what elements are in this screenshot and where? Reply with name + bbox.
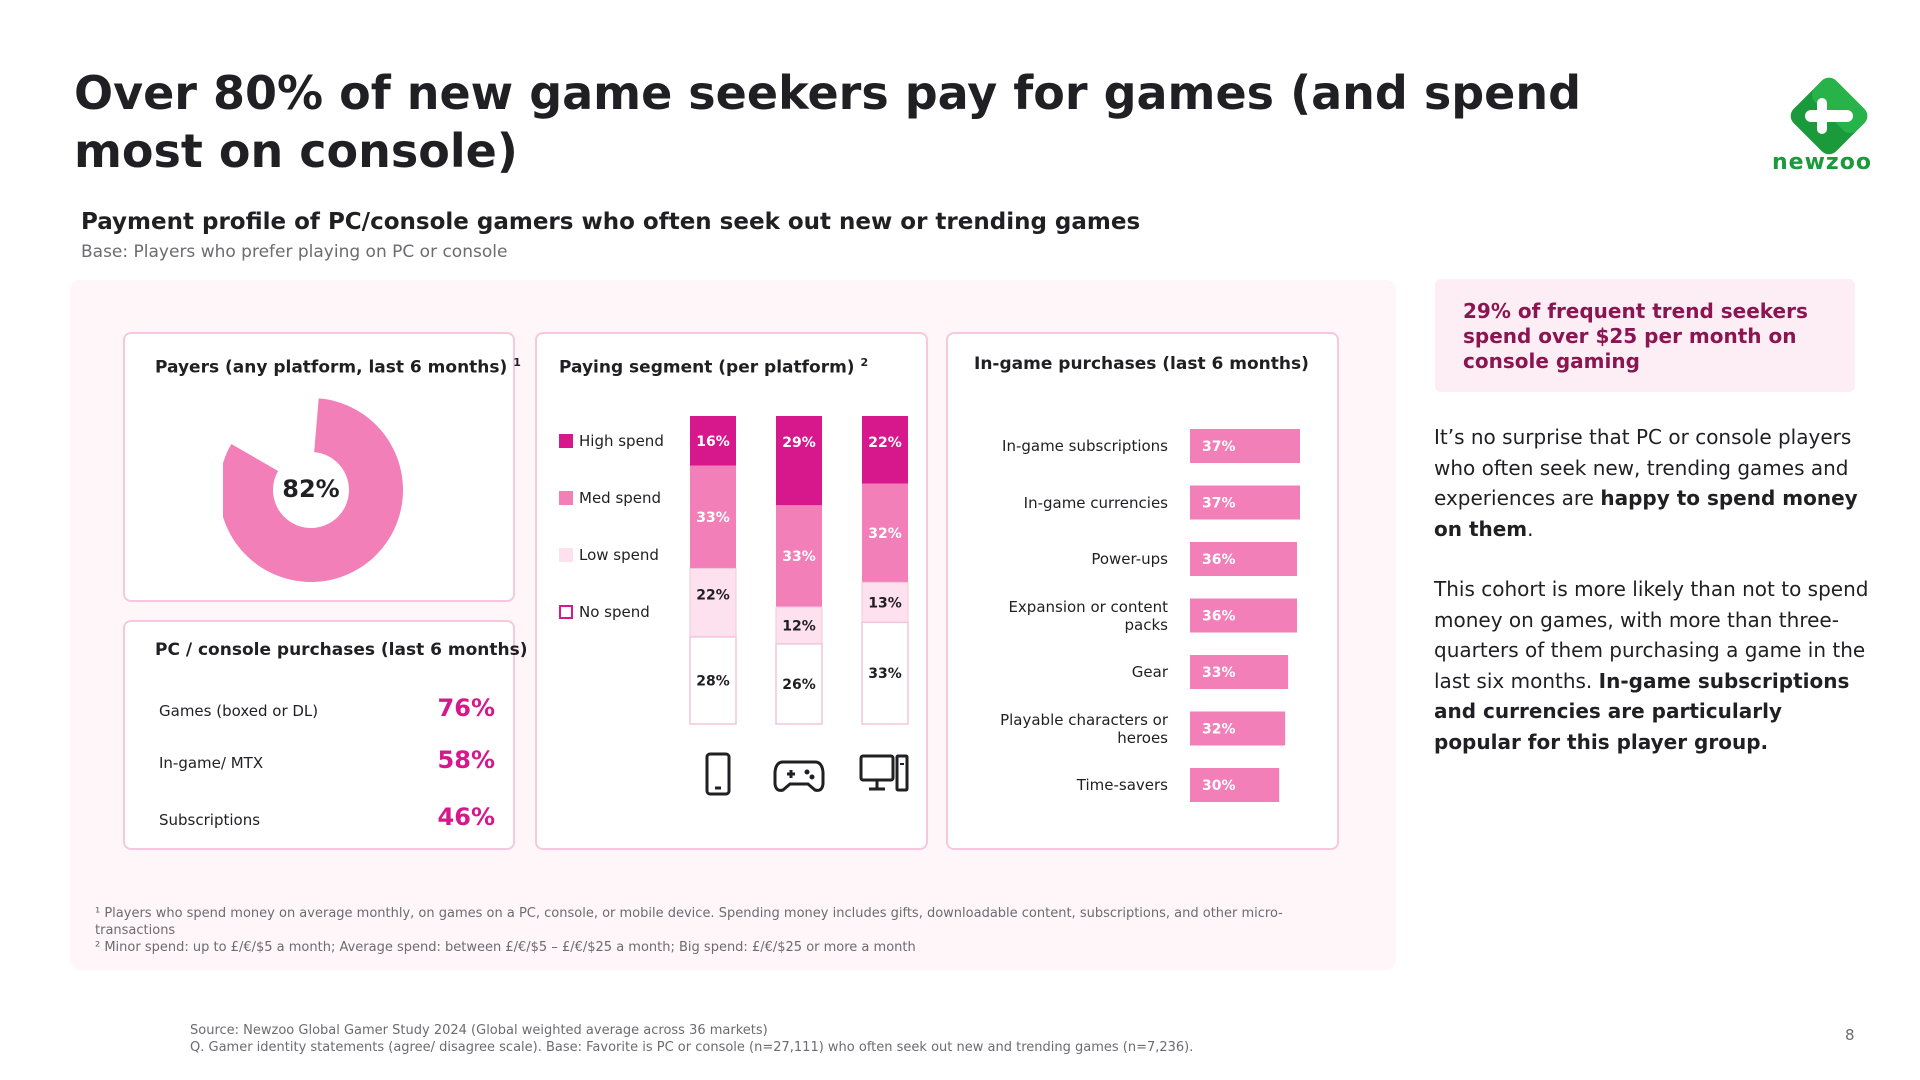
hbar — [1190, 485, 1300, 520]
mobile-phone-icon — [705, 752, 731, 796]
base-note: Base: Players who prefer playing on PC o… — [81, 242, 508, 262]
stack-data-label: 32% — [868, 526, 902, 542]
stack-data-label: 22% — [868, 435, 902, 451]
hbar — [1190, 655, 1289, 689]
body-paragraph-1: It’s no surprise that PC or console play… — [1434, 425, 1858, 541]
hbar-data-label: 37% — [1202, 439, 1236, 455]
purchase-row-value: 58% — [437, 746, 495, 774]
stack-segment-low-spend — [689, 567, 737, 638]
hbar — [1190, 429, 1300, 463]
stack-segment-med-spend — [690, 465, 736, 569]
payers-card: Payers (any platform, last 6 months) 1 8… — [123, 332, 521, 602]
segment-card: Paying segment (per platform) 2 High spe… — [535, 332, 928, 850]
ingame-card: In-game purchases (last 6 months) In-gam… — [946, 332, 1339, 850]
legend-high-spend: High spend — [559, 432, 664, 450]
footnote-1: ¹ Players who spend money on average mon… — [95, 906, 1283, 938]
payers-card-title: Payers (any platform, last 6 months) 1 — [155, 356, 521, 378]
purchases-card-title: PC / console purchases (last 6 months) — [155, 640, 528, 660]
stack-segment-med-spend — [776, 505, 822, 607]
hbar — [1190, 598, 1298, 633]
hbar-category-label: Power-ups — [1091, 550, 1168, 568]
payers-donut-chart: 82% — [223, 398, 403, 582]
purchase-row-label: Games (boxed or DL) — [159, 702, 319, 720]
stack-segment-med-spend — [862, 483, 908, 583]
hbar-category-label: Playable characters or heroes — [1000, 710, 1168, 747]
stack-segment-high-spend — [862, 416, 908, 484]
charts-panel: Payers (any platform, last 6 months) 1 8… — [70, 280, 1396, 970]
stack-data-label: 33% — [696, 510, 730, 526]
hbar-data-label: 37% — [1202, 496, 1236, 512]
purchase-row-label: Subscriptions — [159, 811, 261, 829]
stack-data-label: 28% — [696, 673, 730, 689]
ingame-purchases-chart: 37% 37% 36% 36% 33% 32% 30% — [1190, 429, 1300, 802]
stack-segment-high-spend — [690, 416, 736, 466]
stack-data-label: 16% — [696, 434, 730, 450]
stack-data-label: 13% — [868, 595, 902, 611]
hbar-data-label: 36% — [1202, 609, 1236, 625]
stack-segment-no-spend — [861, 621, 909, 725]
stack-segment-high-spend — [776, 416, 822, 506]
paying-segment-chart: 16% 33% 22% 28% 29% 33% 12% 26% 22% 32% 13% 33% — [689, 416, 909, 725]
legend-med-spend: Med spend — [559, 489, 661, 507]
purchases-card: PC / console purchases (last 6 months) G… — [123, 620, 528, 850]
callout-text: 29% of frequent trend seekers spend over… — [1463, 299, 1808, 373]
hbar-category-label: In-game subscriptions — [1002, 437, 1168, 455]
hbar-category-label: Gear — [1131, 663, 1168, 681]
stack-segment-no-spend — [689, 636, 737, 725]
purchase-row-value: 76% — [437, 694, 495, 722]
purchase-row-label: In-game/ MTX — [159, 754, 264, 772]
segment-card-title: Paying segment (per platform) 2 — [559, 356, 869, 378]
hbar-data-label: 36% — [1202, 552, 1236, 568]
stack-segment-low-spend — [861, 581, 909, 623]
purchase-row-value: 46% — [437, 803, 495, 831]
source-line-1: Source: Newzoo Global Gamer Study 2024 (… — [190, 1023, 768, 1038]
footnotes: ¹ Players who spend money on average mon… — [95, 905, 1335, 956]
stack-data-label: 26% — [782, 677, 816, 693]
stack-data-label: 33% — [782, 549, 816, 565]
logo-text: newzoo — [1772, 150, 1872, 175]
hbar-category-label: Time-savers — [1076, 776, 1168, 794]
hbar — [1190, 542, 1298, 576]
gamepad-icon — [773, 760, 825, 792]
newzoo-logo-icon — [1790, 77, 1868, 155]
page-title: Over 80% of new game seekers pay for gam… — [74, 66, 1582, 178]
hbar — [1190, 768, 1280, 802]
body-text: It’s no surprise that PC or console play… — [1434, 422, 1874, 787]
hbar-category-label: In-game currencies — [1023, 493, 1168, 512]
hbar — [1190, 711, 1286, 746]
chart-subtitle: Payment profile of PC/console gamers who… — [81, 209, 1141, 235]
hbar-data-label: 30% — [1202, 778, 1236, 794]
stack-data-label: 33% — [868, 666, 902, 682]
footnote-2: ² Minor spend: up to £/€/$5 a month; Ave… — [95, 940, 916, 955]
source-note: Source: Newzoo Global Gamer Study 2024 (… — [190, 1022, 1193, 1056]
donut-slice-payers — [223, 398, 403, 582]
callout-box: 29% of frequent trend seekers spend over… — [1435, 279, 1855, 392]
source-line-2: Q. Gamer identity statements (agree/ dis… — [190, 1040, 1194, 1055]
stack-data-label: 22% — [696, 587, 730, 603]
hbar-data-label: 33% — [1202, 665, 1236, 681]
desktop-computer-icon — [859, 754, 909, 792]
donut-center-label: 82% — [282, 475, 339, 503]
hbar-data-label: 32% — [1202, 722, 1236, 738]
stack-segment-no-spend — [775, 643, 823, 725]
hbar-category-label: Expansion or content packs — [1008, 597, 1168, 634]
stack-data-label: 29% — [782, 435, 816, 451]
ingame-card-title: In-game purchases (last 6 months) — [974, 354, 1309, 374]
page-number: 8 — [1845, 1026, 1855, 1044]
legend-low-spend: Low spend — [559, 546, 659, 564]
legend-no-spend: No spend — [559, 603, 650, 621]
stack-data-label: 12% — [782, 618, 816, 634]
body-paragraph-2: This cohort is more likely than not to s… — [1434, 577, 1869, 754]
